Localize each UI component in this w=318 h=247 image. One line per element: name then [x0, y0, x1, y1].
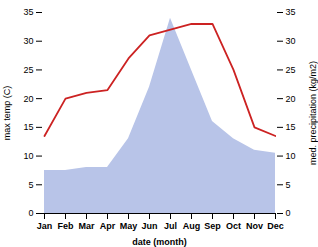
svg-text:10: 10: [23, 151, 33, 161]
svg-text:15: 15: [286, 122, 296, 132]
svg-text:max temp (C): max temp (C): [2, 86, 12, 141]
svg-text:15: 15: [23, 122, 33, 132]
svg-text:10: 10: [286, 151, 296, 161]
svg-text:Nov: Nov: [246, 221, 263, 231]
svg-text:0: 0: [28, 208, 33, 218]
svg-text:30: 30: [286, 36, 296, 46]
svg-text:Feb: Feb: [57, 221, 74, 231]
svg-text:May: May: [120, 221, 138, 231]
svg-text:0: 0: [286, 208, 291, 218]
svg-text:35: 35: [286, 7, 296, 17]
svg-text:Aug: Aug: [183, 221, 201, 231]
svg-text:20: 20: [286, 94, 296, 104]
svg-text:5: 5: [286, 180, 291, 190]
svg-text:Jun: Jun: [141, 221, 157, 231]
svg-text:Apr: Apr: [100, 221, 116, 231]
svg-text:Sep: Sep: [204, 221, 221, 231]
svg-text:20: 20: [23, 94, 33, 104]
svg-text:Dec: Dec: [267, 221, 284, 231]
svg-text:35: 35: [23, 7, 33, 17]
svg-text:5: 5: [28, 180, 33, 190]
svg-text:Oct: Oct: [226, 221, 241, 231]
svg-text:date (month): date (month): [132, 237, 187, 247]
svg-text:Jul: Jul: [164, 221, 177, 231]
svg-text:Mar: Mar: [78, 221, 95, 231]
svg-text:25: 25: [286, 65, 296, 75]
svg-text:25: 25: [23, 65, 33, 75]
svg-text:30: 30: [23, 36, 33, 46]
svg-text:Jan: Jan: [37, 221, 53, 231]
svg-text:med. precipitation (kg/m2): med. precipitation (kg/m2): [308, 61, 318, 165]
